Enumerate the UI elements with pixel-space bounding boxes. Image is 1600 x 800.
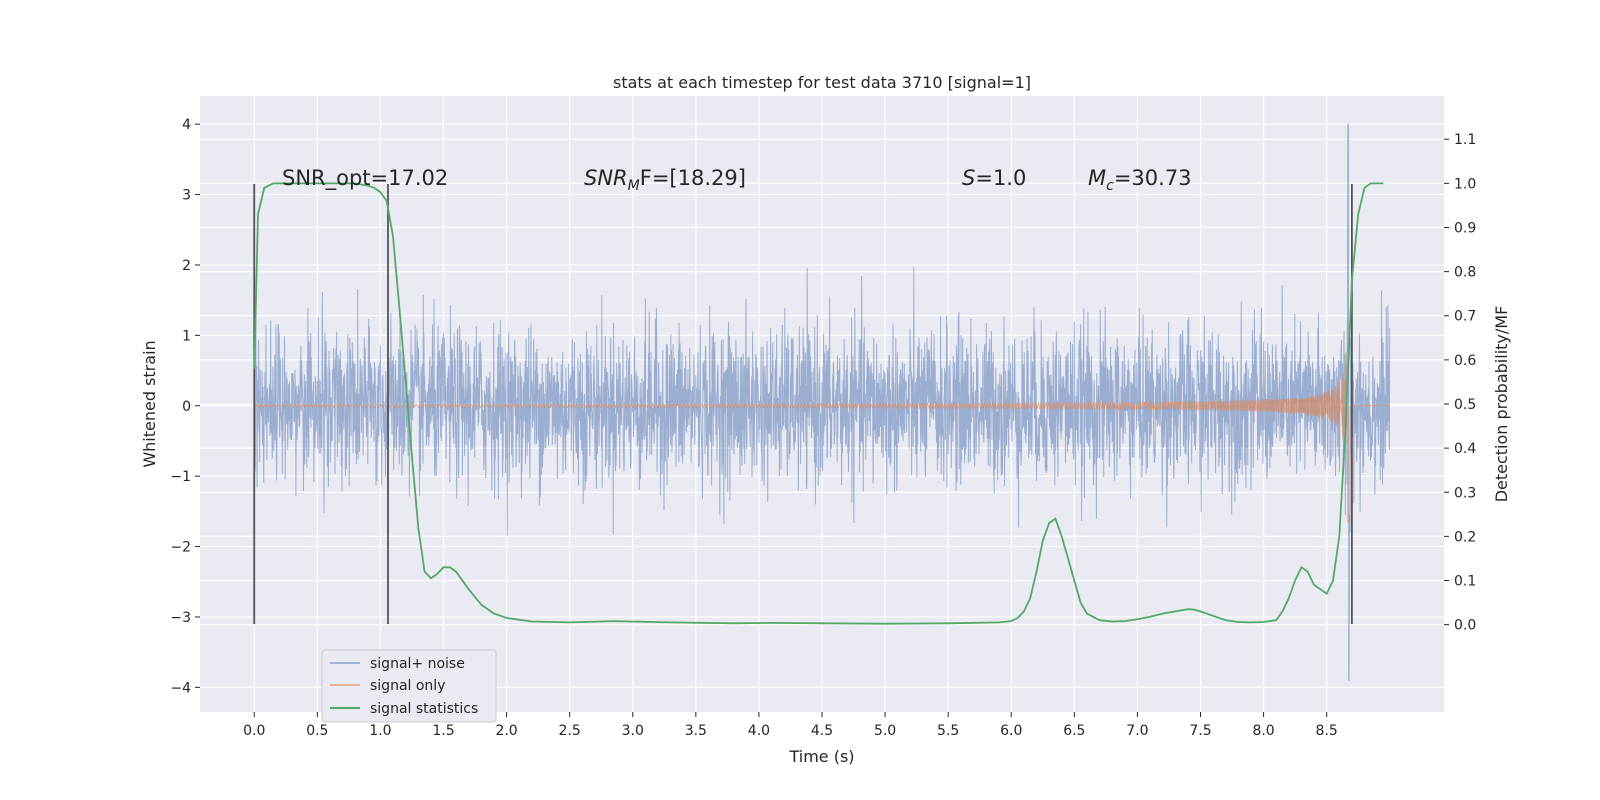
annotations: SNR_opt=17.02 SNRMF=[18.29] S=1.0 Mc=30.… — [282, 166, 1192, 194]
x-tick-label: 2.0 — [495, 723, 517, 739]
y-tick-label: −4 — [170, 680, 191, 696]
plot-layer — [253, 123, 1391, 681]
x-tick-label: 4.5 — [811, 723, 833, 739]
y-tick-label: −1 — [170, 469, 191, 485]
legend-label-signal-noise: signal+ noise — [370, 656, 465, 672]
annotation-mc-rest: =30.73 — [1114, 166, 1192, 190]
x-tick-label: 5.0 — [874, 723, 896, 739]
x-tick-label: 5.5 — [937, 723, 959, 739]
y2-tick-label: 0.4 — [1454, 441, 1476, 457]
x-tick-label: 3.0 — [622, 723, 644, 739]
y2-tick-label: 0.8 — [1454, 265, 1476, 281]
legend: signal+ noise signal only signal statist… — [321, 649, 497, 723]
annotation-mc: Mc=30.73 — [1088, 166, 1192, 194]
x-tick-label: 1.5 — [432, 723, 454, 739]
x-axis-label: Time (s) — [788, 747, 854, 766]
annotation-s-main: S — [962, 166, 975, 190]
y-tick-label: 2 — [182, 258, 191, 274]
y-tick-label: 1 — [182, 328, 191, 344]
y2-tick-label: 0.2 — [1454, 529, 1476, 545]
annotation-snr-mf-rest: F=[18.29] — [640, 166, 746, 190]
series-signal-statistics — [253, 182, 1384, 625]
annotation-snr-mf-sub: M — [628, 178, 640, 194]
annotation-snr-mf-main: SNR — [584, 166, 628, 190]
annotation-snr-mf: SNRMF=[18.29] — [584, 166, 746, 194]
annotation-mc-main: M — [1088, 166, 1106, 190]
y2-axis-label: Detection probability/MF — [1492, 306, 1511, 503]
legend-label-signal-only: signal only — [370, 678, 445, 694]
x-tick-label: 6.5 — [1063, 723, 1085, 739]
y2-tick-label: 0.5 — [1454, 397, 1476, 413]
y-tick-label: 4 — [182, 117, 191, 133]
y2-tick-label: 1.0 — [1454, 176, 1476, 192]
x-tick-label: 4.0 — [748, 723, 770, 739]
y-tick-label: −3 — [170, 610, 191, 626]
series-signal-only — [253, 318, 1390, 523]
annotation-s: S=1.0 — [962, 166, 1026, 190]
annotation-snr-opt: SNR_opt=17.02 — [282, 166, 448, 191]
y-axis-label: Whitened strain — [140, 340, 159, 467]
y2-tick-label: 0.7 — [1454, 309, 1476, 325]
vertical-lines — [253, 184, 1353, 624]
series-signal-noise — [253, 123, 1391, 681]
y2-tick-label: 0.1 — [1454, 574, 1476, 590]
x-tick-label: 7.0 — [1126, 723, 1148, 739]
x-tick-label: 1.0 — [369, 723, 391, 739]
y-tick-label: 0 — [182, 399, 191, 415]
y2-tick-label: 0.9 — [1454, 220, 1476, 236]
y2-tick-label: 0.6 — [1454, 353, 1476, 369]
x-tick-label: 6.0 — [1000, 723, 1022, 739]
y-tick-label: −2 — [170, 540, 191, 556]
legend-label-signal-statistics: signal statistics — [370, 701, 478, 717]
y2-tick-label: 0.0 — [1454, 618, 1476, 634]
y-tick-label: 3 — [182, 188, 191, 204]
y2-tick-label: 1.1 — [1454, 132, 1476, 148]
y-axis-left: 4 3 2 1 0 −1 −2 −3 −4 — [170, 117, 200, 696]
x-tick-label: 8.0 — [1252, 723, 1274, 739]
x-tick-label: 2.5 — [559, 723, 581, 739]
x-tick-label: 0.5 — [306, 723, 328, 739]
legend-box — [321, 649, 497, 723]
annotation-s-rest: =1.0 — [975, 166, 1026, 190]
chart-title: stats at each timestep for test data 371… — [613, 73, 1031, 92]
annotation-mc-sub: c — [1106, 178, 1114, 194]
x-tick-label: 0.0 — [243, 723, 265, 739]
x-axis: 0.0 0.5 1.0 1.5 2.0 2.5 3.0 3.5 4.0 4.5 5.0 5.5 6.0 6… — [243, 712, 1338, 739]
y-axis-right: 1.1 1.0 0.9 0.8 0.7 0.6 0.5 0.4 0.3 0.2 0.1 0.0 — [1444, 132, 1476, 634]
x-tick-label: 7.5 — [1189, 723, 1211, 739]
x-tick-label: 3.5 — [685, 723, 707, 739]
y2-tick-label: 0.3 — [1454, 485, 1476, 501]
x-tick-label: 8.5 — [1316, 723, 1338, 739]
